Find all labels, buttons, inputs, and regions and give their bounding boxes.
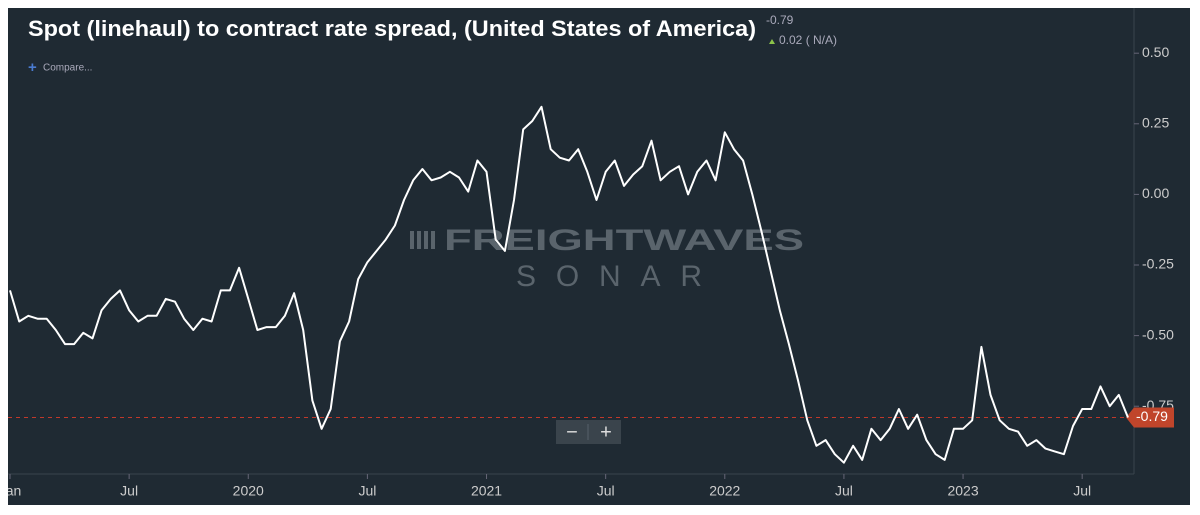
- zoom-in[interactable]: +: [600, 421, 612, 443]
- compare-link[interactable]: Compare...: [43, 63, 92, 74]
- line-series: [9, 105, 1129, 464]
- zoom-controls: − +: [556, 420, 621, 444]
- x-tick-label: Jul: [835, 483, 853, 499]
- y-tick-label: -0.25: [1142, 256, 1174, 272]
- up-arrow: [769, 39, 775, 44]
- x-tick-label: Jul: [1073, 483, 1091, 499]
- x-tick-label: 2023: [947, 483, 978, 499]
- x-tick-label: 2021: [471, 483, 502, 499]
- watermark-logo: [410, 231, 435, 249]
- x-tick-label: 2020: [233, 483, 264, 499]
- watermark: FREIGHTWAVES SONAR: [410, 224, 804, 293]
- zoom-out[interactable]: −: [566, 421, 578, 443]
- current-value-label: -0.79: [1136, 408, 1168, 424]
- current-value-tag: [1126, 407, 1174, 428]
- x-tick-label: Jul: [120, 483, 138, 499]
- header-change: 0.02 ( N/A): [779, 33, 837, 47]
- x-tick-label: Jul: [358, 483, 376, 499]
- compare-icon[interactable]: +: [28, 59, 37, 76]
- watermark-text: SONAR: [516, 260, 702, 293]
- y-tick-label: 0.00: [1142, 185, 1169, 201]
- chart: Spot (linehaul) to contract rate spread,…: [8, 8, 1174, 499]
- y-tick-label: -0.50: [1142, 326, 1174, 342]
- header-value: -0.79: [766, 13, 794, 27]
- chart-title: Spot (linehaul) to contract rate spread,…: [28, 16, 756, 41]
- x-tick-label: Jan: [8, 483, 21, 499]
- y-tick-label: 0.25: [1142, 114, 1169, 130]
- watermark-text: FREIGHTWAVES: [444, 224, 804, 257]
- x-tick-label: 2022: [709, 483, 740, 499]
- y-tick-label: 0.50: [1142, 44, 1169, 60]
- chart-panel: Spot (linehaul) to contract rate spread,…: [8, 8, 1190, 505]
- x-tick-label: Jul: [597, 483, 615, 499]
